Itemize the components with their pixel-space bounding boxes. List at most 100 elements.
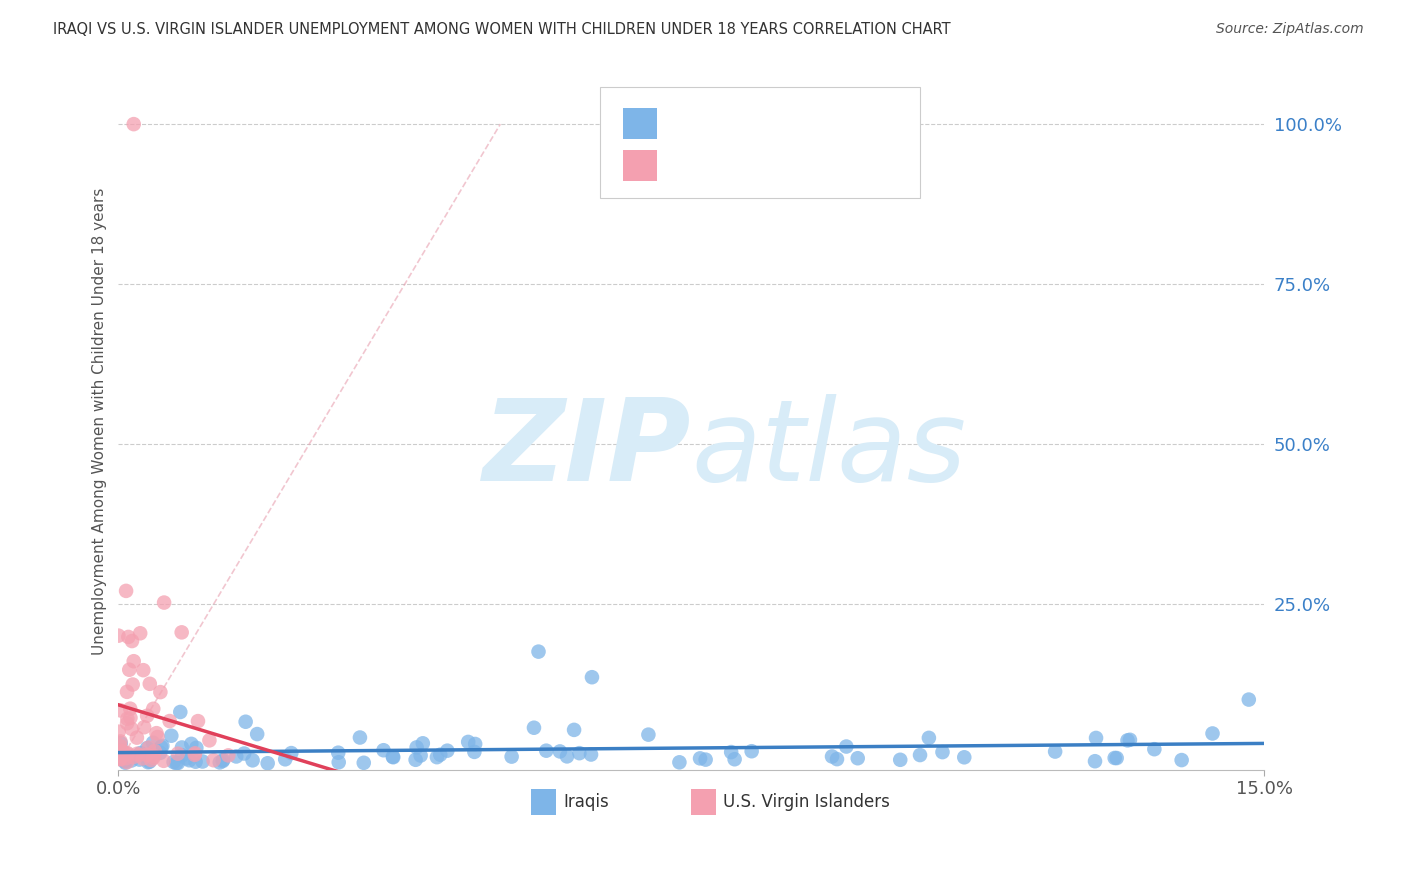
- Point: [108, 752, 131, 766]
- Point: [132, 663, 155, 677]
- Point: [115, 583, 138, 598]
- Point: [122, 750, 145, 764]
- Point: [246, 727, 269, 741]
- Point: [118, 663, 141, 677]
- Point: [409, 748, 432, 763]
- Point: [110, 734, 132, 748]
- Point: [162, 755, 184, 769]
- Point: [501, 749, 523, 764]
- Point: [115, 716, 138, 731]
- Point: [405, 753, 427, 767]
- Point: [167, 756, 190, 770]
- Point: [179, 753, 201, 767]
- Point: [114, 754, 136, 768]
- Point: [170, 625, 193, 640]
- Point: [274, 752, 297, 766]
- Point: [1043, 745, 1066, 759]
- Point: [184, 747, 207, 761]
- Point: [581, 670, 603, 684]
- Point: [110, 752, 132, 766]
- Point: [1201, 726, 1223, 740]
- Point: [918, 731, 941, 745]
- Point: [429, 747, 451, 762]
- Point: [382, 750, 405, 764]
- Point: [129, 626, 152, 640]
- Point: [136, 708, 159, 723]
- Point: [114, 756, 136, 770]
- Point: [527, 645, 550, 659]
- Point: [381, 749, 404, 764]
- Point: [233, 747, 256, 761]
- Point: [169, 705, 191, 719]
- Point: [931, 745, 953, 759]
- Point: [208, 756, 231, 770]
- Point: [328, 746, 350, 760]
- Point: [1119, 732, 1142, 747]
- Point: [225, 749, 247, 764]
- Y-axis label: Unemployment Among Women with Children Under 18 years: Unemployment Among Women with Children U…: [93, 187, 107, 655]
- Point: [464, 737, 486, 751]
- Point: [212, 753, 235, 767]
- Point: [110, 736, 132, 750]
- Point: [741, 744, 763, 758]
- Point: [142, 702, 165, 716]
- Point: [128, 753, 150, 767]
- Point: [568, 746, 591, 760]
- Point: [170, 740, 193, 755]
- Point: [436, 744, 458, 758]
- Point: [167, 747, 190, 761]
- Point: [110, 703, 132, 717]
- Point: [328, 756, 350, 770]
- Text: U.S. Virgin Islanders: U.S. Virgin Islanders: [723, 793, 890, 811]
- Point: [107, 724, 129, 739]
- Point: [120, 711, 142, 725]
- Point: [176, 751, 198, 765]
- Text: atlas: atlas: [692, 394, 966, 505]
- FancyBboxPatch shape: [623, 108, 657, 139]
- Point: [117, 746, 139, 760]
- Point: [136, 741, 159, 756]
- Point: [405, 740, 427, 755]
- Point: [121, 754, 143, 768]
- Point: [143, 744, 166, 758]
- Point: [457, 735, 479, 749]
- Point: [1084, 754, 1107, 768]
- Point: [1237, 692, 1260, 706]
- Point: [835, 739, 858, 754]
- Text: R = 0.776: R = 0.776: [673, 156, 780, 175]
- Point: [150, 739, 173, 754]
- Point: [536, 744, 558, 758]
- Point: [184, 755, 207, 769]
- Point: [723, 752, 745, 766]
- Point: [689, 751, 711, 765]
- Point: [122, 654, 145, 668]
- Point: [1170, 753, 1192, 767]
- Point: [256, 756, 278, 771]
- Point: [114, 754, 136, 768]
- FancyBboxPatch shape: [692, 789, 717, 815]
- Point: [463, 745, 485, 759]
- Point: [695, 753, 717, 767]
- Point: [637, 728, 659, 742]
- Point: [138, 740, 160, 755]
- Point: [1085, 731, 1108, 745]
- Point: [523, 721, 546, 735]
- Point: [165, 756, 187, 771]
- Point: [110, 744, 132, 758]
- Point: [720, 745, 742, 759]
- Point: [139, 677, 162, 691]
- Text: R = 0.370: R = 0.370: [673, 113, 780, 133]
- Point: [908, 747, 931, 762]
- Point: [562, 723, 585, 737]
- Point: [142, 751, 165, 765]
- Point: [180, 737, 202, 751]
- Text: IRAQI VS U.S. VIRGIN ISLANDER UNEMPLOYMENT AMONG WOMEN WITH CHILDREN UNDER 18 YE: IRAQI VS U.S. VIRGIN ISLANDER UNEMPLOYME…: [53, 22, 950, 37]
- Point: [217, 748, 239, 763]
- Point: [242, 753, 264, 767]
- Point: [159, 714, 181, 728]
- Point: [889, 753, 911, 767]
- Point: [825, 752, 848, 766]
- Point: [111, 747, 134, 761]
- FancyBboxPatch shape: [599, 87, 921, 198]
- Point: [1104, 751, 1126, 765]
